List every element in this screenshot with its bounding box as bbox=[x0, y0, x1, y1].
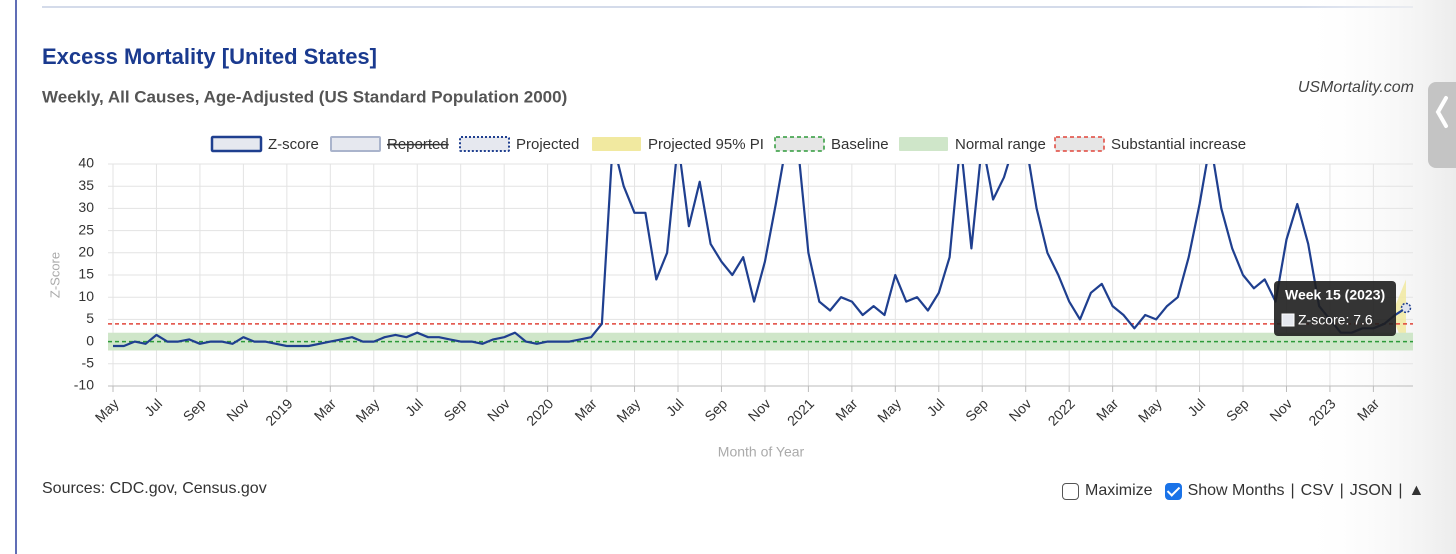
legend-label[interactable]: Z-score bbox=[268, 136, 319, 153]
x-tick-label: Jul bbox=[663, 395, 687, 419]
x-tick-label: Jul bbox=[1184, 395, 1208, 419]
y-tick-label: -10 bbox=[74, 377, 94, 393]
x-tick-label: Sep bbox=[701, 395, 730, 424]
x-tick-label: Nov bbox=[223, 395, 252, 424]
legend: Z-score Reported Projected Projected 95% PI… bbox=[210, 135, 1246, 153]
x-tick-label: 2022 bbox=[1045, 395, 1078, 428]
legend-label[interactable]: Reported bbox=[387, 136, 449, 153]
legend-label[interactable]: Projected 95% PI bbox=[648, 136, 764, 153]
axes: 40 35 30 25 20 15 10 5 0 -5 -10 May Jul Sep Nov 2019 Mar… bbox=[74, 155, 1413, 429]
x-tick-label: Mar bbox=[311, 395, 340, 424]
json-link[interactable]: JSON bbox=[1349, 482, 1393, 499]
y-tick-label: 25 bbox=[78, 221, 94, 237]
credit: USMortality.com bbox=[1298, 79, 1414, 96]
x-tick-label: Mar bbox=[571, 395, 600, 424]
x-axis-label: Month of Year bbox=[718, 444, 805, 460]
legend-swatch bbox=[210, 135, 263, 153]
x-tick-label: May bbox=[613, 395, 643, 425]
y-tick-label: 15 bbox=[78, 266, 94, 282]
legend-label[interactable]: Baseline bbox=[831, 136, 889, 153]
side-tab-arrow bbox=[1435, 96, 1448, 128]
scroll-up[interactable]: ▲ bbox=[1408, 482, 1425, 499]
z-score-line bbox=[113, 164, 1407, 348]
x-tick-label: Nov bbox=[484, 395, 513, 424]
show-months-label[interactable]: Show Months bbox=[1187, 482, 1285, 499]
x-tick-label: Nov bbox=[1266, 395, 1295, 424]
hover-point bbox=[1400, 302, 1412, 314]
x-tick-label: Sep bbox=[180, 395, 209, 424]
plot-area bbox=[108, 164, 1413, 351]
x-tick-label: Jul bbox=[141, 395, 165, 419]
y-axis-label: Z-Score bbox=[47, 252, 62, 298]
controls: Maximize Show Months | CSV | JSON | ▲ bbox=[1062, 482, 1424, 500]
maximize-checkbox[interactable] bbox=[1062, 482, 1079, 500]
separator: | bbox=[1398, 482, 1403, 499]
tooltip-title: Week 15 (2023) bbox=[1285, 287, 1385, 303]
x-tick-label: Jul bbox=[402, 395, 426, 419]
x-tick-label: Nov bbox=[745, 395, 774, 424]
x-tick-label: Mar bbox=[832, 395, 861, 424]
x-tick-label: Sep bbox=[962, 395, 991, 424]
tooltip: Week 15 (2023) Z-score: 7.6 bbox=[1274, 281, 1412, 336]
side-tab[interactable] bbox=[1428, 82, 1456, 168]
x-tick-label: May bbox=[92, 395, 122, 425]
x-tick-label: 2020 bbox=[523, 395, 556, 428]
y-tick-label: 0 bbox=[86, 332, 94, 348]
y-tick-label: 35 bbox=[78, 177, 94, 193]
legend-swatch bbox=[330, 136, 381, 152]
show-months-checkbox[interactable] bbox=[1164, 482, 1182, 500]
x-tick-label: May bbox=[874, 395, 904, 425]
y-tick-label: 40 bbox=[78, 155, 94, 171]
legend-label[interactable]: Substantial increase bbox=[1111, 136, 1246, 153]
tooltip-swatch bbox=[1281, 313, 1295, 327]
legend-label[interactable]: Normal range bbox=[955, 136, 1046, 153]
source-note: Sources: CDC.gov, Census.gov bbox=[42, 480, 267, 497]
x-tick-label: Mar bbox=[1093, 395, 1122, 424]
y-tick-label: 30 bbox=[78, 199, 94, 215]
legend-swatch bbox=[774, 136, 825, 152]
legend-swatch bbox=[899, 137, 948, 151]
y-tick-label: 5 bbox=[86, 310, 94, 326]
y-tick-label: 20 bbox=[78, 244, 94, 260]
legend-swatch bbox=[459, 136, 510, 152]
x-tick-label: May bbox=[1135, 395, 1165, 425]
x-tick-label: Jul bbox=[924, 395, 948, 419]
maximize-label[interactable]: Maximize bbox=[1085, 482, 1153, 499]
tooltip-box bbox=[1274, 281, 1396, 336]
y-tick-label: -5 bbox=[82, 355, 95, 371]
x-tick-label: Sep bbox=[441, 395, 470, 424]
x-tick-label: 2019 bbox=[262, 395, 295, 428]
csv-link[interactable]: CSV bbox=[1300, 482, 1334, 499]
separator: | bbox=[1290, 482, 1295, 499]
y-tick-label: 10 bbox=[78, 288, 94, 304]
x-tick-label: Sep bbox=[1223, 395, 1252, 424]
tooltip-text: Z-score: 7.6 bbox=[1298, 312, 1373, 328]
chart-title: Excess Mortality [United States] bbox=[42, 44, 377, 69]
x-tick-label: 2021 bbox=[784, 395, 817, 428]
legend-swatch bbox=[592, 137, 641, 151]
legend-swatch bbox=[1054, 136, 1105, 152]
x-tick-label: Nov bbox=[1006, 395, 1035, 424]
separator: | bbox=[1339, 482, 1344, 499]
legend-label[interactable]: Projected bbox=[516, 136, 579, 153]
x-tick-label: May bbox=[352, 395, 382, 425]
chart-subtitle: Weekly, All Causes, Age-Adjusted (US Sta… bbox=[42, 87, 567, 106]
